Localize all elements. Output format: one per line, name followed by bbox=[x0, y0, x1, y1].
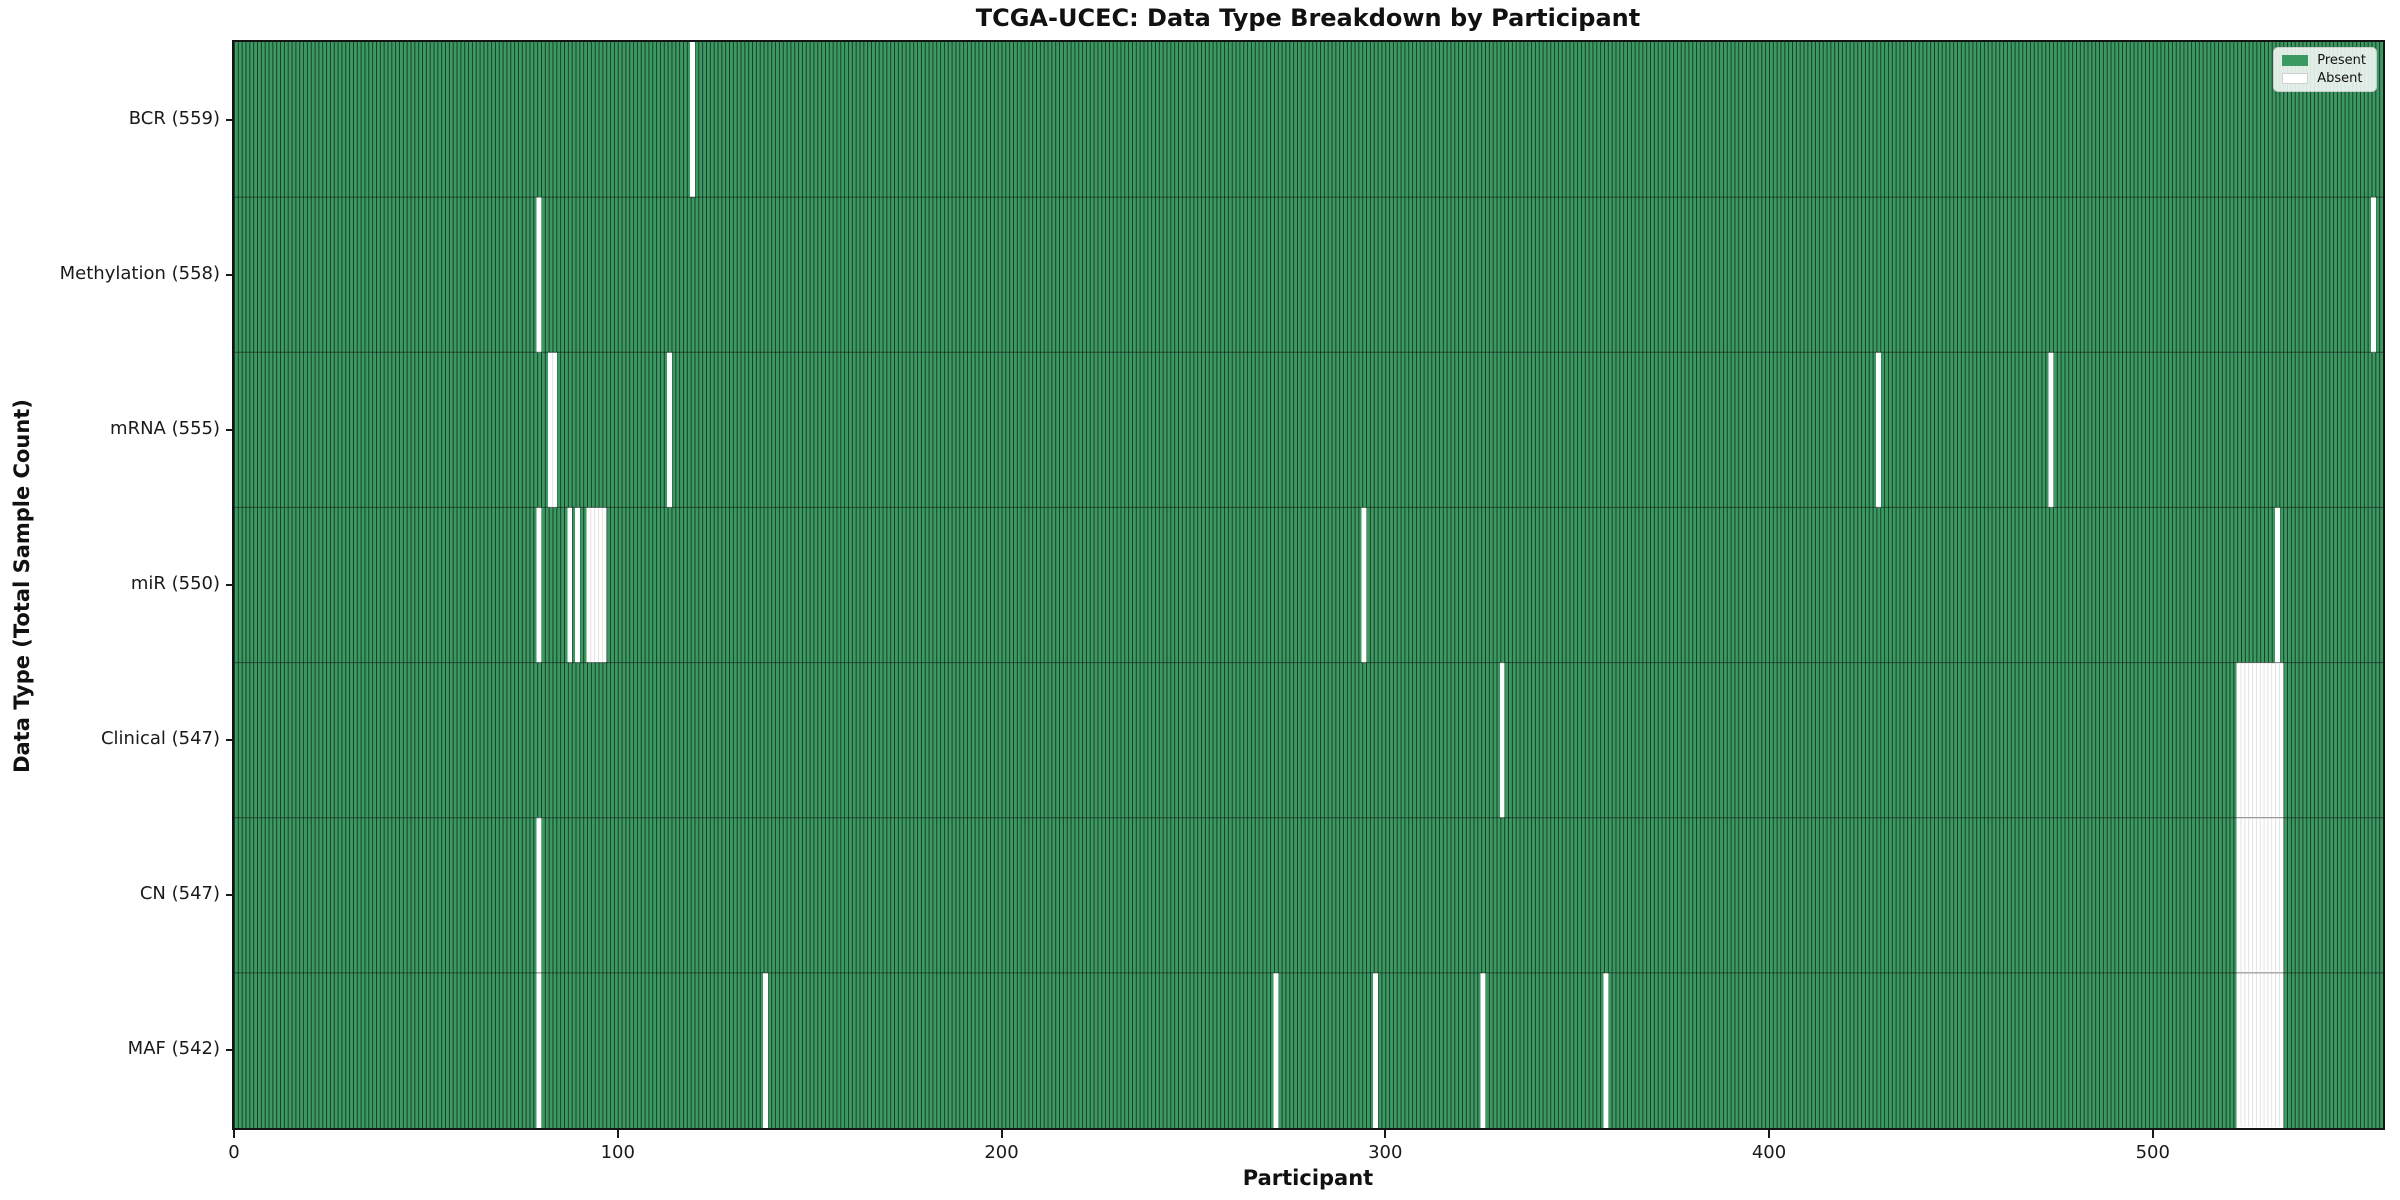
x-tickmark bbox=[616, 1130, 619, 1138]
ytick-label-bcr: BCR (559) bbox=[128, 107, 220, 129]
x-tickmark bbox=[1768, 1130, 1770, 1138]
absent-run bbox=[567, 507, 573, 663]
y-tickmark bbox=[226, 894, 234, 897]
y-tickmark bbox=[226, 1049, 234, 1052]
y-tickmark bbox=[226, 273, 234, 276]
absent-run bbox=[1499, 662, 1505, 818]
absent-run bbox=[1480, 972, 1486, 1128]
legend-label-present: Present bbox=[2317, 53, 2366, 68]
ytick-label-maf: MAF (542) bbox=[127, 1038, 220, 1060]
xtick-label-100: 100 bbox=[600, 1142, 635, 1163]
y-tickmark bbox=[226, 739, 234, 742]
absent-run bbox=[2048, 352, 2054, 508]
x-tickmark bbox=[2151, 1130, 2154, 1138]
absent-run bbox=[536, 507, 542, 663]
xtick-label-0: 0 bbox=[228, 1142, 240, 1163]
plot-area: Present Absent bbox=[232, 40, 2385, 1130]
absent-run bbox=[575, 507, 580, 663]
xtick-label-500: 500 bbox=[2135, 1142, 2170, 1163]
xtick-label-400: 400 bbox=[1751, 1142, 1787, 1163]
absent-run bbox=[1373, 972, 1379, 1128]
chart-title: TCGA-UCEC: Data Type Breakdown by Partic… bbox=[975, 4, 1641, 32]
ytick-label-mrna: mRNA (555) bbox=[110, 417, 220, 439]
legend-item-absent: Absent bbox=[2282, 72, 2366, 85]
present-swatch-icon bbox=[2282, 55, 2309, 66]
xtick-label-200: 200 bbox=[984, 1142, 1019, 1163]
absent-run bbox=[763, 972, 768, 1128]
absent-run bbox=[536, 197, 542, 353]
y-tickmark bbox=[226, 118, 234, 121]
absent-run bbox=[536, 972, 542, 1128]
y-tickmark bbox=[226, 584, 234, 586]
legend-label-absent: Absent bbox=[2317, 71, 2363, 86]
absent-run bbox=[2275, 507, 2280, 663]
x-tickmark bbox=[1000, 1130, 1003, 1138]
x-tickmark bbox=[1384, 1130, 1387, 1138]
absent-run bbox=[690, 42, 695, 198]
absent-run bbox=[1603, 972, 1609, 1128]
absent-swatch-icon bbox=[2282, 73, 2309, 84]
absent-run bbox=[1875, 352, 1881, 508]
absent-run bbox=[1273, 972, 1279, 1128]
legend: Present Absent bbox=[2273, 47, 2377, 92]
xtick-label-300: 300 bbox=[1368, 1142, 1403, 1163]
x-tickmark bbox=[233, 1130, 235, 1138]
absent-run bbox=[1361, 507, 1367, 663]
absent-run bbox=[2370, 197, 2376, 353]
ytick-label-mir: miR (550) bbox=[130, 573, 220, 594]
absent-run bbox=[667, 352, 672, 508]
present-bars-field bbox=[234, 42, 2383, 1128]
ytick-label-cn: CN (547) bbox=[139, 883, 220, 905]
x-axis-title: Participant bbox=[1242, 1166, 1374, 1190]
y-tickmark bbox=[226, 428, 234, 431]
legend-item-present: Present bbox=[2282, 54, 2366, 67]
ytick-label-methylation: Methylation (558) bbox=[59, 262, 220, 284]
absent-run bbox=[536, 817, 542, 973]
heatmap-canvas bbox=[234, 42, 2383, 1128]
absent-run bbox=[586, 507, 607, 663]
ytick-label-clinical: Clinical (547) bbox=[100, 728, 220, 750]
